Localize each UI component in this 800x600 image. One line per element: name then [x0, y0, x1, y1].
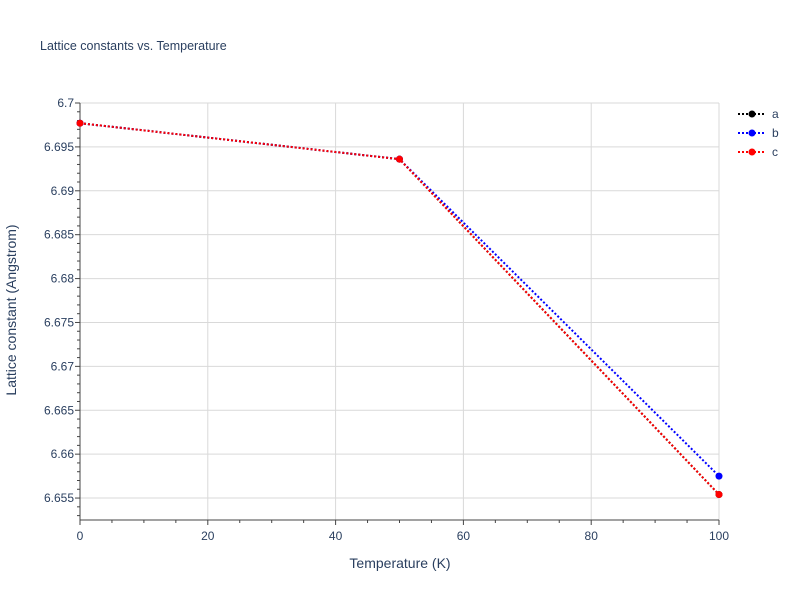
y-axis-ticks: 6.655 6.66 6.665 6.67 6.675 6.68 6.685 6.69 6.69…: [44, 96, 74, 505]
chart-title: Lattice constants vs. Temperature: [40, 39, 227, 53]
grid: [80, 102, 720, 520]
series-line-c: [79, 122, 720, 496]
data-point-c: [76, 119, 84, 127]
x-tick-label: 0: [77, 529, 84, 543]
y-tick-label: 6.67: [51, 359, 75, 373]
series-a: [76, 119, 723, 499]
y-tick-label: 6.675: [44, 315, 74, 329]
y-tick-label: 6.68: [51, 272, 75, 286]
legend-label: c: [772, 145, 778, 159]
x-axis-title: Temperature (K): [349, 555, 450, 571]
series-line-a: [79, 122, 720, 496]
y-tick-label: 6.695: [44, 140, 74, 154]
x-axis-ticks: 0 20 40 60 80 100: [77, 529, 730, 543]
legend-item-a[interactable]: a: [738, 107, 779, 121]
x-tick-label: 80: [585, 529, 599, 543]
y-axis-title: Lattice constant (Angstrom): [3, 224, 19, 395]
data-point-c: [396, 155, 403, 163]
y-tick-label: 6.66: [51, 447, 75, 461]
y-tick-label: 6.69: [51, 184, 75, 198]
y-tick-label: 6.655: [44, 491, 74, 505]
legend[interactable]: abc: [738, 107, 779, 159]
series-c: [76, 119, 723, 499]
x-tick-label: 20: [201, 529, 215, 543]
x-tick-label: 60: [457, 529, 471, 543]
x-tick-label: 100: [709, 529, 729, 543]
data-point-b: [715, 472, 723, 480]
legend-marker: [748, 129, 756, 137]
legend-label: a: [772, 107, 779, 121]
axes: [75, 102, 720, 525]
y-tick-label: 6.7: [57, 96, 74, 110]
legend-item-b[interactable]: b: [738, 126, 779, 140]
y-tick-label: 6.665: [44, 403, 74, 417]
data-point-c: [715, 491, 723, 499]
legend-marker: [748, 148, 756, 156]
legend-item-c[interactable]: c: [738, 145, 778, 159]
legend-label: b: [772, 126, 779, 140]
series-line-b: [79, 122, 720, 477]
series-b: [76, 119, 723, 480]
legend-marker: [748, 110, 756, 118]
y-tick-label: 6.685: [44, 228, 74, 242]
x-tick-label: 40: [329, 529, 343, 543]
series-group: [76, 119, 723, 499]
